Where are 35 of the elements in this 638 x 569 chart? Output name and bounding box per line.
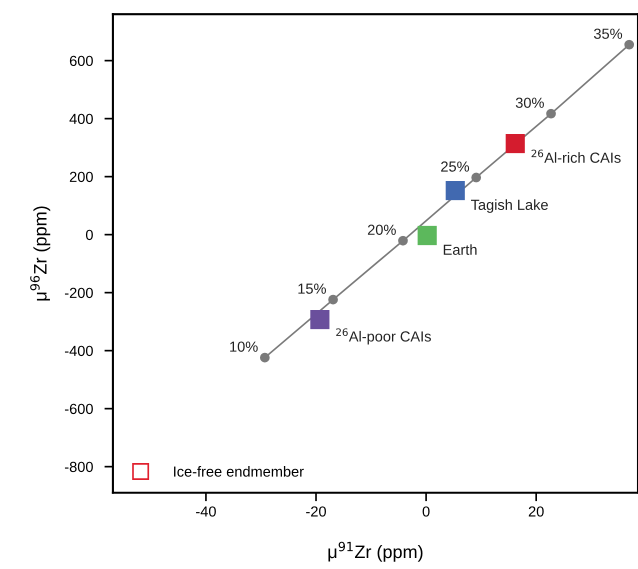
point [260,352,270,362]
y-axis-title: μ$^{96}$Zr (ppm) [30,206,50,300]
point [310,310,330,330]
annotation: Tagish Lake [471,199,548,213]
y-tick-label: -200 [64,288,93,298]
annotation: 35% [594,28,622,39]
point [506,134,525,154]
point [446,180,465,200]
point [398,236,408,246]
annotation: 20% [368,224,396,235]
y-tick-label: -600 [64,404,93,414]
y-tick-label: 0 [86,230,93,240]
annotation: 25% [441,161,470,172]
y-tick-label: -800 [64,462,93,472]
annotation: $^{26}$Al-rich CAIs [532,150,621,163]
y-tick-label: 200 [70,172,93,182]
point [471,172,482,182]
legend-label: Ice-free endmember [174,466,304,477]
y-tick-label: -400 [64,346,93,356]
annotation: $^{26}$Al-poor CAIs [336,328,431,344]
x-axis-title: μ$^{91}$Zr (ppm) [328,542,422,562]
point [546,108,556,119]
point [328,294,338,304]
x-tick-label: -40 [196,506,216,517]
annotation: 30% [516,98,544,108]
annotation: Earth [444,244,477,255]
x-tick-label: -20 [306,506,326,517]
annotation: 15% [298,284,326,294]
annotation: 10% [230,341,258,352]
x-tick-label: 20 [528,506,544,517]
y-tick-label: 600 [70,56,93,66]
point [418,226,437,246]
point [624,40,634,50]
x-tick-label: 0 [422,506,430,517]
y-tick-label: 400 [69,114,93,124]
